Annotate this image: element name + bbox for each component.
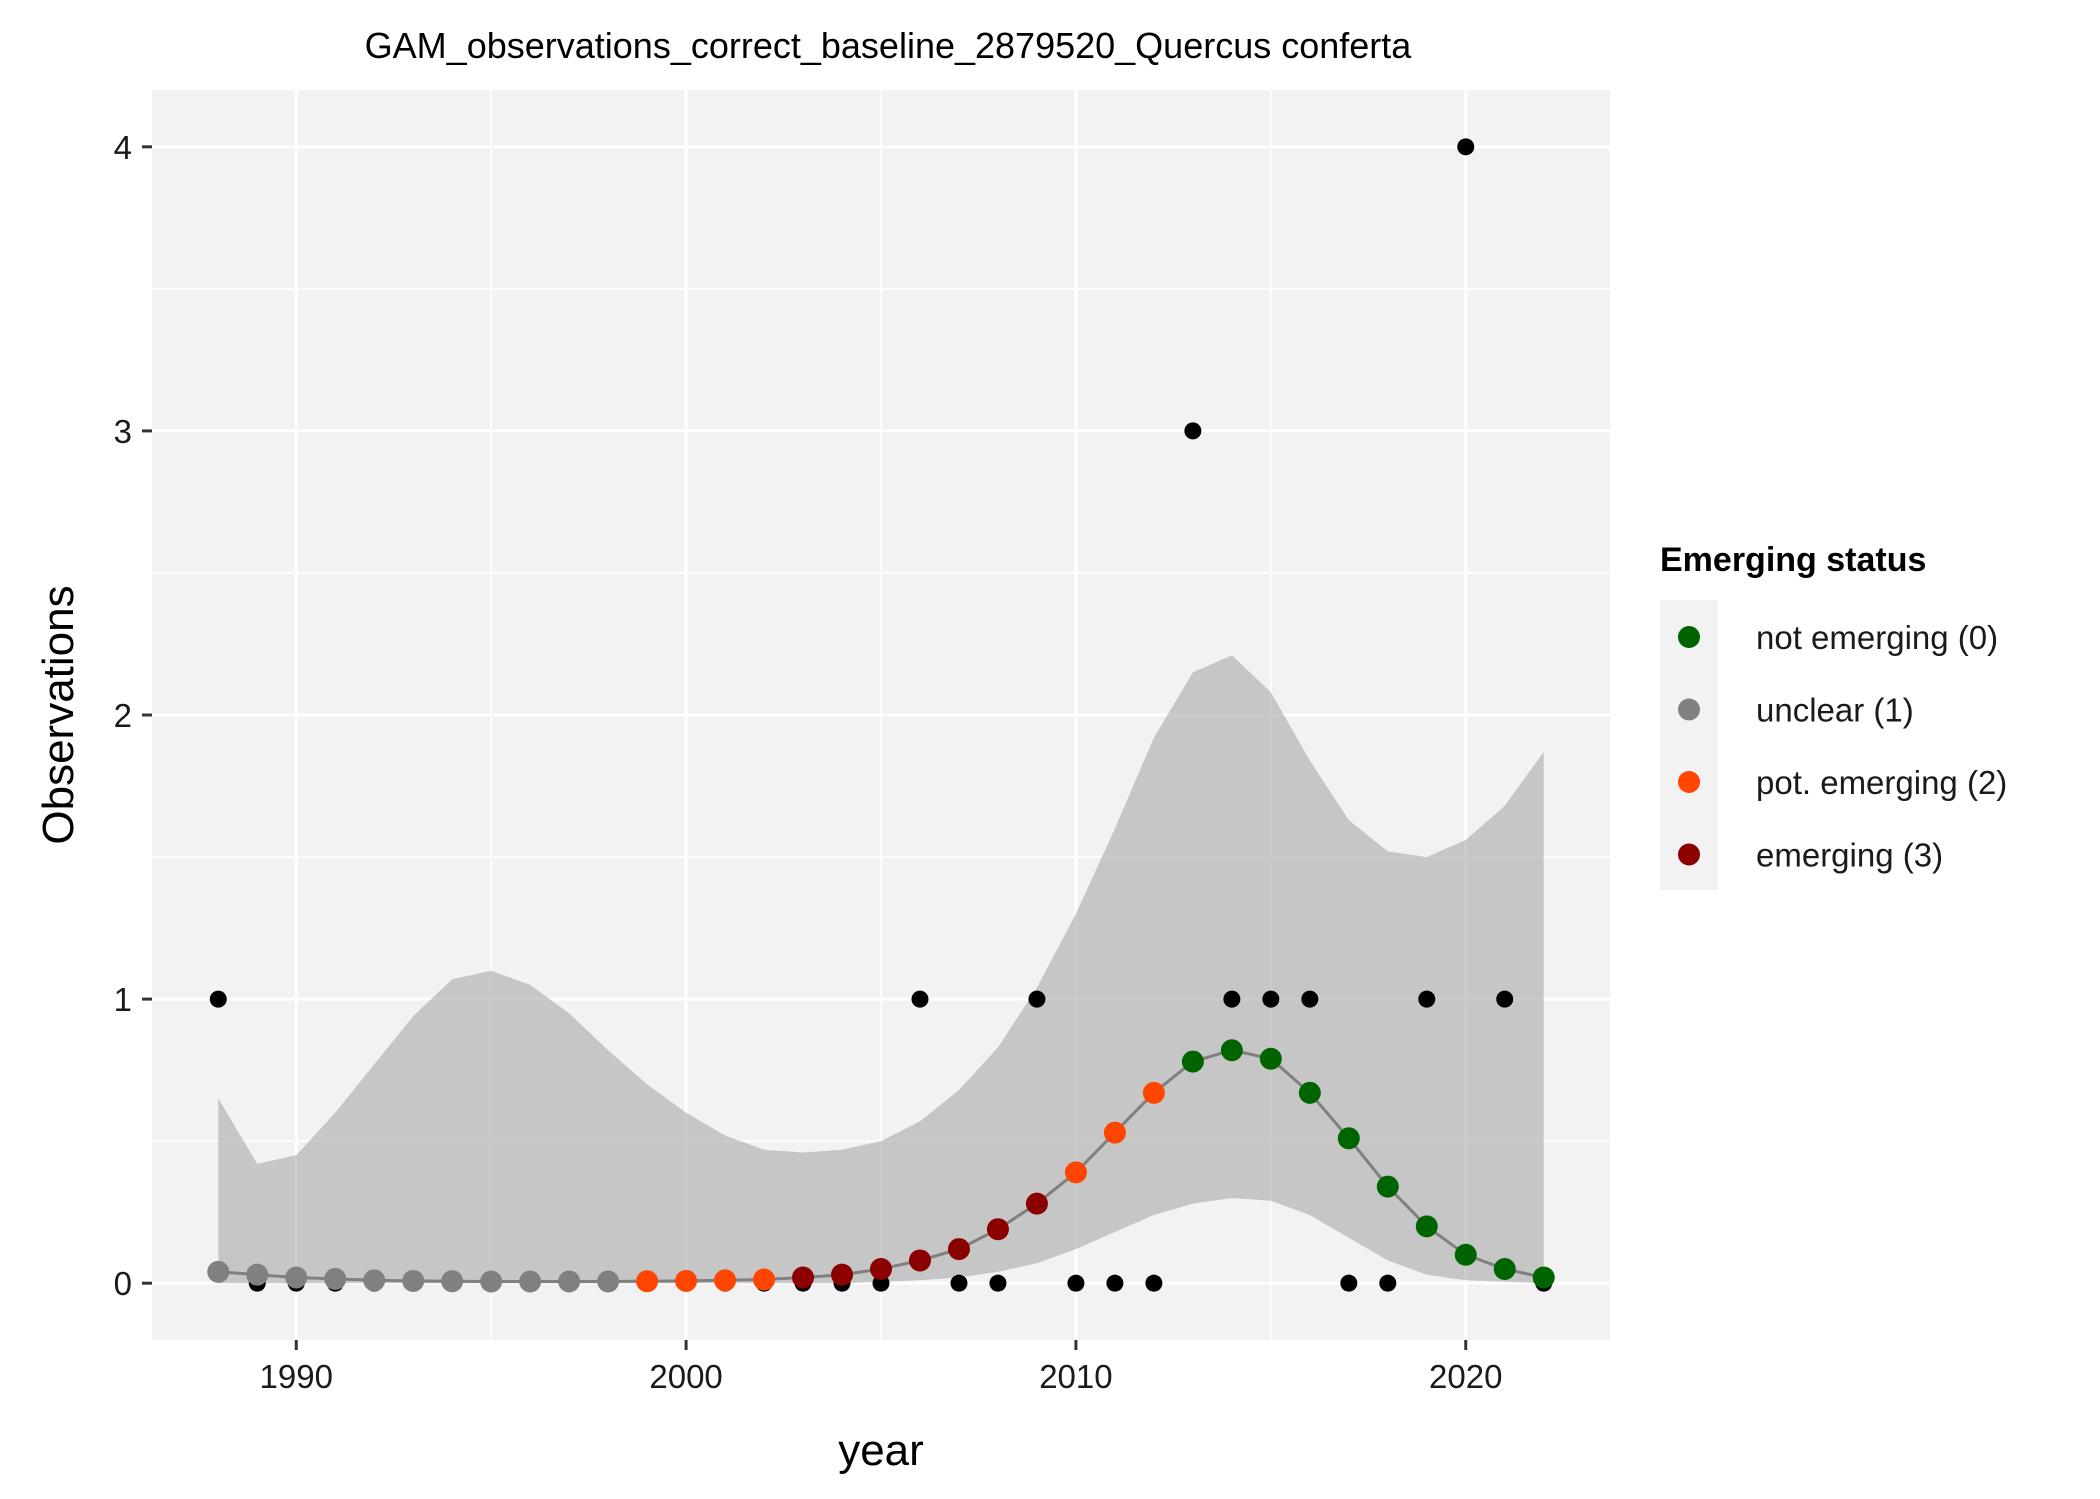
- y-tick-label: 4: [114, 129, 132, 166]
- fit-point: [1064, 1161, 1087, 1184]
- x-tick-label: 1990: [260, 1358, 333, 1395]
- y-axis: 0 1 2 3 4: [114, 129, 152, 1302]
- observation-point: [1145, 1274, 1163, 1292]
- fit-point: [597, 1270, 620, 1293]
- legend-label: unclear (1): [1756, 692, 1914, 729]
- legend-key-background: [1660, 600, 1718, 890]
- fit-point: [1103, 1121, 1126, 1144]
- observation-point: [1457, 138, 1475, 156]
- observation-point: [209, 990, 227, 1008]
- fit-point: [675, 1269, 698, 1292]
- fit-point: [285, 1266, 308, 1289]
- fit-point: [1220, 1039, 1243, 1062]
- x-axis: 1990 2000 2010 2020: [260, 1340, 1502, 1395]
- x-axis-title: year: [838, 1426, 924, 1475]
- legend-key: [1678, 771, 1700, 793]
- fit-point: [207, 1260, 230, 1283]
- observation-point: [950, 1274, 968, 1292]
- fit-point: [908, 1249, 931, 1272]
- fit-point: [1454, 1243, 1477, 1266]
- observation-point: [1067, 1274, 1085, 1292]
- observation-point: [1184, 422, 1202, 440]
- fit-point: [1181, 1050, 1204, 1073]
- legend-key: [1678, 698, 1700, 721]
- fit-point: [1415, 1215, 1438, 1238]
- x-tick-label: 2010: [1039, 1358, 1112, 1395]
- observation-point: [1028, 990, 1046, 1008]
- y-tick-label: 1: [114, 981, 132, 1018]
- fit-point: [480, 1270, 503, 1293]
- y-tick-label: 3: [114, 413, 132, 450]
- fit-point: [714, 1269, 737, 1292]
- fit-point: [363, 1269, 386, 1292]
- observation-point: [1262, 990, 1280, 1008]
- fit-point: [402, 1269, 425, 1292]
- observation-point: [1340, 1274, 1358, 1292]
- fit-point: [792, 1266, 815, 1289]
- x-tick-label: 2020: [1429, 1358, 1502, 1395]
- fit-points: [207, 1039, 1555, 1293]
- legend-label: emerging (3): [1756, 837, 1943, 874]
- fit-point: [519, 1270, 542, 1293]
- observation-point: [911, 990, 929, 1008]
- fit-point: [870, 1257, 892, 1280]
- fit-point: [558, 1270, 581, 1293]
- fit-point: [947, 1238, 970, 1261]
- observation-point: [1496, 990, 1514, 1008]
- fit-point: [1142, 1081, 1165, 1104]
- fit-point: [1025, 1192, 1048, 1215]
- fit-point: [246, 1263, 269, 1286]
- legend-key: [1678, 626, 1700, 648]
- fit-point: [1376, 1175, 1399, 1198]
- legend-key: [1678, 843, 1700, 866]
- legend-title: Emerging status: [1660, 541, 1926, 579]
- fit-point: [1337, 1127, 1360, 1150]
- fit-point: [831, 1263, 854, 1286]
- x-tick-label: 2000: [649, 1358, 722, 1395]
- fit-point: [1298, 1081, 1321, 1104]
- legend-label: not emerging (0): [1756, 619, 1998, 656]
- chart-title: GAM_observations_correct_baseline_287952…: [365, 25, 1413, 66]
- fit-point: [753, 1268, 776, 1291]
- observation-point: [989, 1274, 1007, 1292]
- y-tick-label: 0: [114, 1265, 132, 1302]
- confidence-band: [218, 655, 1544, 1284]
- legend: Emerging status not emerging (0) unclear …: [1660, 541, 2007, 890]
- fit-point: [1493, 1257, 1516, 1280]
- fit-point: [1532, 1266, 1555, 1289]
- observation-point: [1379, 1274, 1397, 1292]
- fit-point: [441, 1270, 464, 1293]
- fit-point: [636, 1270, 659, 1293]
- y-axis-title: Observations: [34, 585, 83, 844]
- y-tick-label: 2: [114, 697, 132, 734]
- fit-point: [1259, 1047, 1282, 1070]
- observation-point: [1106, 1274, 1124, 1292]
- observation-point: [1418, 990, 1436, 1008]
- observation-point: [1223, 990, 1241, 1008]
- fit-point: [324, 1267, 347, 1290]
- observation-point: [1301, 990, 1319, 1008]
- legend-label: pot. emerging (2): [1756, 764, 2007, 801]
- fit-point: [986, 1218, 1009, 1241]
